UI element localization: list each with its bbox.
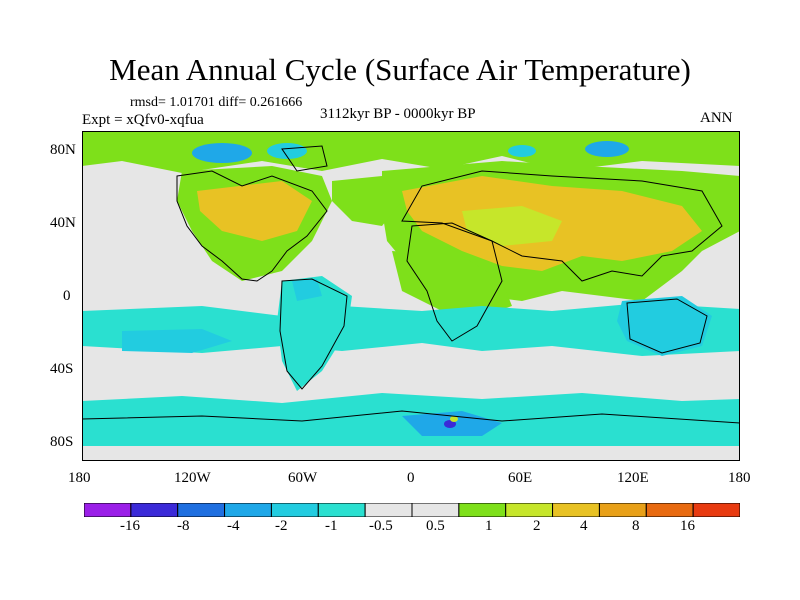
- colorbar-swatch-3: [177, 503, 226, 517]
- colorbar-label-4: -2: [275, 518, 288, 534]
- colorbar-label-9: 2: [533, 518, 541, 534]
- colorbar-swatch-13: [645, 503, 694, 517]
- arctic-cold-patch-3: [585, 141, 629, 157]
- colorbar-swatch-7: [364, 503, 413, 517]
- lat-label-40s: 40S: [50, 361, 74, 377]
- colorbar-label-3: -4: [227, 518, 240, 534]
- southern-pacific-patch: [122, 329, 232, 353]
- map-frame: [82, 131, 740, 461]
- colorbar-swatch-4: [224, 503, 272, 517]
- colorbar-label-2: -8: [177, 518, 190, 534]
- season-label: ANN: [700, 110, 733, 126]
- colorbar-swatch-1: [84, 503, 132, 517]
- lon-label-60w: 60W: [288, 470, 318, 486]
- experiment-label: Expt = xQfv0-xqfua: [82, 112, 204, 128]
- antarctic-coldest-spot: [444, 420, 456, 428]
- antarctica-coast: [82, 410, 740, 424]
- colorbar-label-7: 0.5: [426, 518, 445, 534]
- colorbar-swatch-12: [598, 503, 647, 517]
- colorbar-swatch-14: [692, 503, 740, 517]
- colorbar-swatch-5: [270, 503, 319, 517]
- north-africa-warm: [392, 251, 512, 316]
- colorbar-label-5: -1: [325, 518, 338, 534]
- antarctic-warm-spot: [450, 416, 458, 422]
- colorbar-label-11: 8: [632, 518, 640, 534]
- colorbar-label-6: -0.5: [369, 518, 393, 534]
- lon-label-180e: 180: [728, 470, 751, 486]
- coastlines: [82, 145, 740, 424]
- lon-label-60e: 60E: [508, 470, 533, 486]
- arctic-warm-band: [82, 131, 740, 173]
- colorbar-swatch-11: [552, 503, 600, 517]
- colorbar-swatch-8: [411, 503, 460, 517]
- lon-label-120w: 120W: [174, 470, 211, 486]
- anomaly-map: [82, 131, 740, 461]
- amazon-cool-patch: [292, 279, 322, 301]
- colorbar-swatch-9: [458, 503, 507, 517]
- lon-label-120e: 120E: [617, 470, 649, 486]
- north-america-hot-core: [197, 181, 312, 241]
- colorbar-swatch-2: [130, 503, 179, 517]
- eurasia-coast: [401, 170, 723, 282]
- north-atlantic-warm: [332, 176, 402, 226]
- lat-label-80s: 80S: [50, 434, 74, 450]
- colorbar-label-1: -16: [120, 518, 140, 534]
- south-america-coast: [279, 278, 348, 390]
- arctic-cold-patch-4: [508, 145, 536, 157]
- south-pole-neutral: [82, 446, 740, 461]
- lat-label-40n: 40N: [50, 215, 76, 231]
- southern-midlat-band: [82, 303, 740, 356]
- colorbar-label-12: 16: [680, 518, 695, 534]
- africa-coast: [406, 222, 503, 342]
- arctic-cold-patch-2: [267, 143, 307, 159]
- central-asia-region: [462, 206, 562, 246]
- map-title: Mean Annual Cycle (Surface Air Temperatu…: [109, 52, 691, 87]
- australia-region: [617, 296, 712, 356]
- australia-coast: [626, 298, 708, 354]
- lon-label-180w: 180: [68, 470, 91, 486]
- greenland-coast: [281, 145, 328, 172]
- arctic-cold-patch-1: [192, 143, 252, 163]
- lat-label-0: 0: [63, 288, 71, 304]
- lon-label-0: 0: [407, 470, 415, 486]
- colorbar-label-8: 1: [485, 518, 493, 534]
- south-america-region: [277, 276, 352, 391]
- colorbar: [84, 503, 740, 517]
- period-label: 3112kyr BP - 0000kyr BP: [320, 106, 476, 122]
- lat-label-80n: 80N: [50, 142, 76, 158]
- rmsd-diff-stats: rmsd= 1.01701 diff= 0.261666: [130, 95, 303, 110]
- colorbar-swatch-10: [505, 503, 554, 517]
- antarctic-band: [82, 393, 740, 461]
- colorbar-label-10: 4: [580, 518, 588, 534]
- north-america-coast: [176, 170, 328, 282]
- colorbar-swatch-6: [317, 503, 366, 517]
